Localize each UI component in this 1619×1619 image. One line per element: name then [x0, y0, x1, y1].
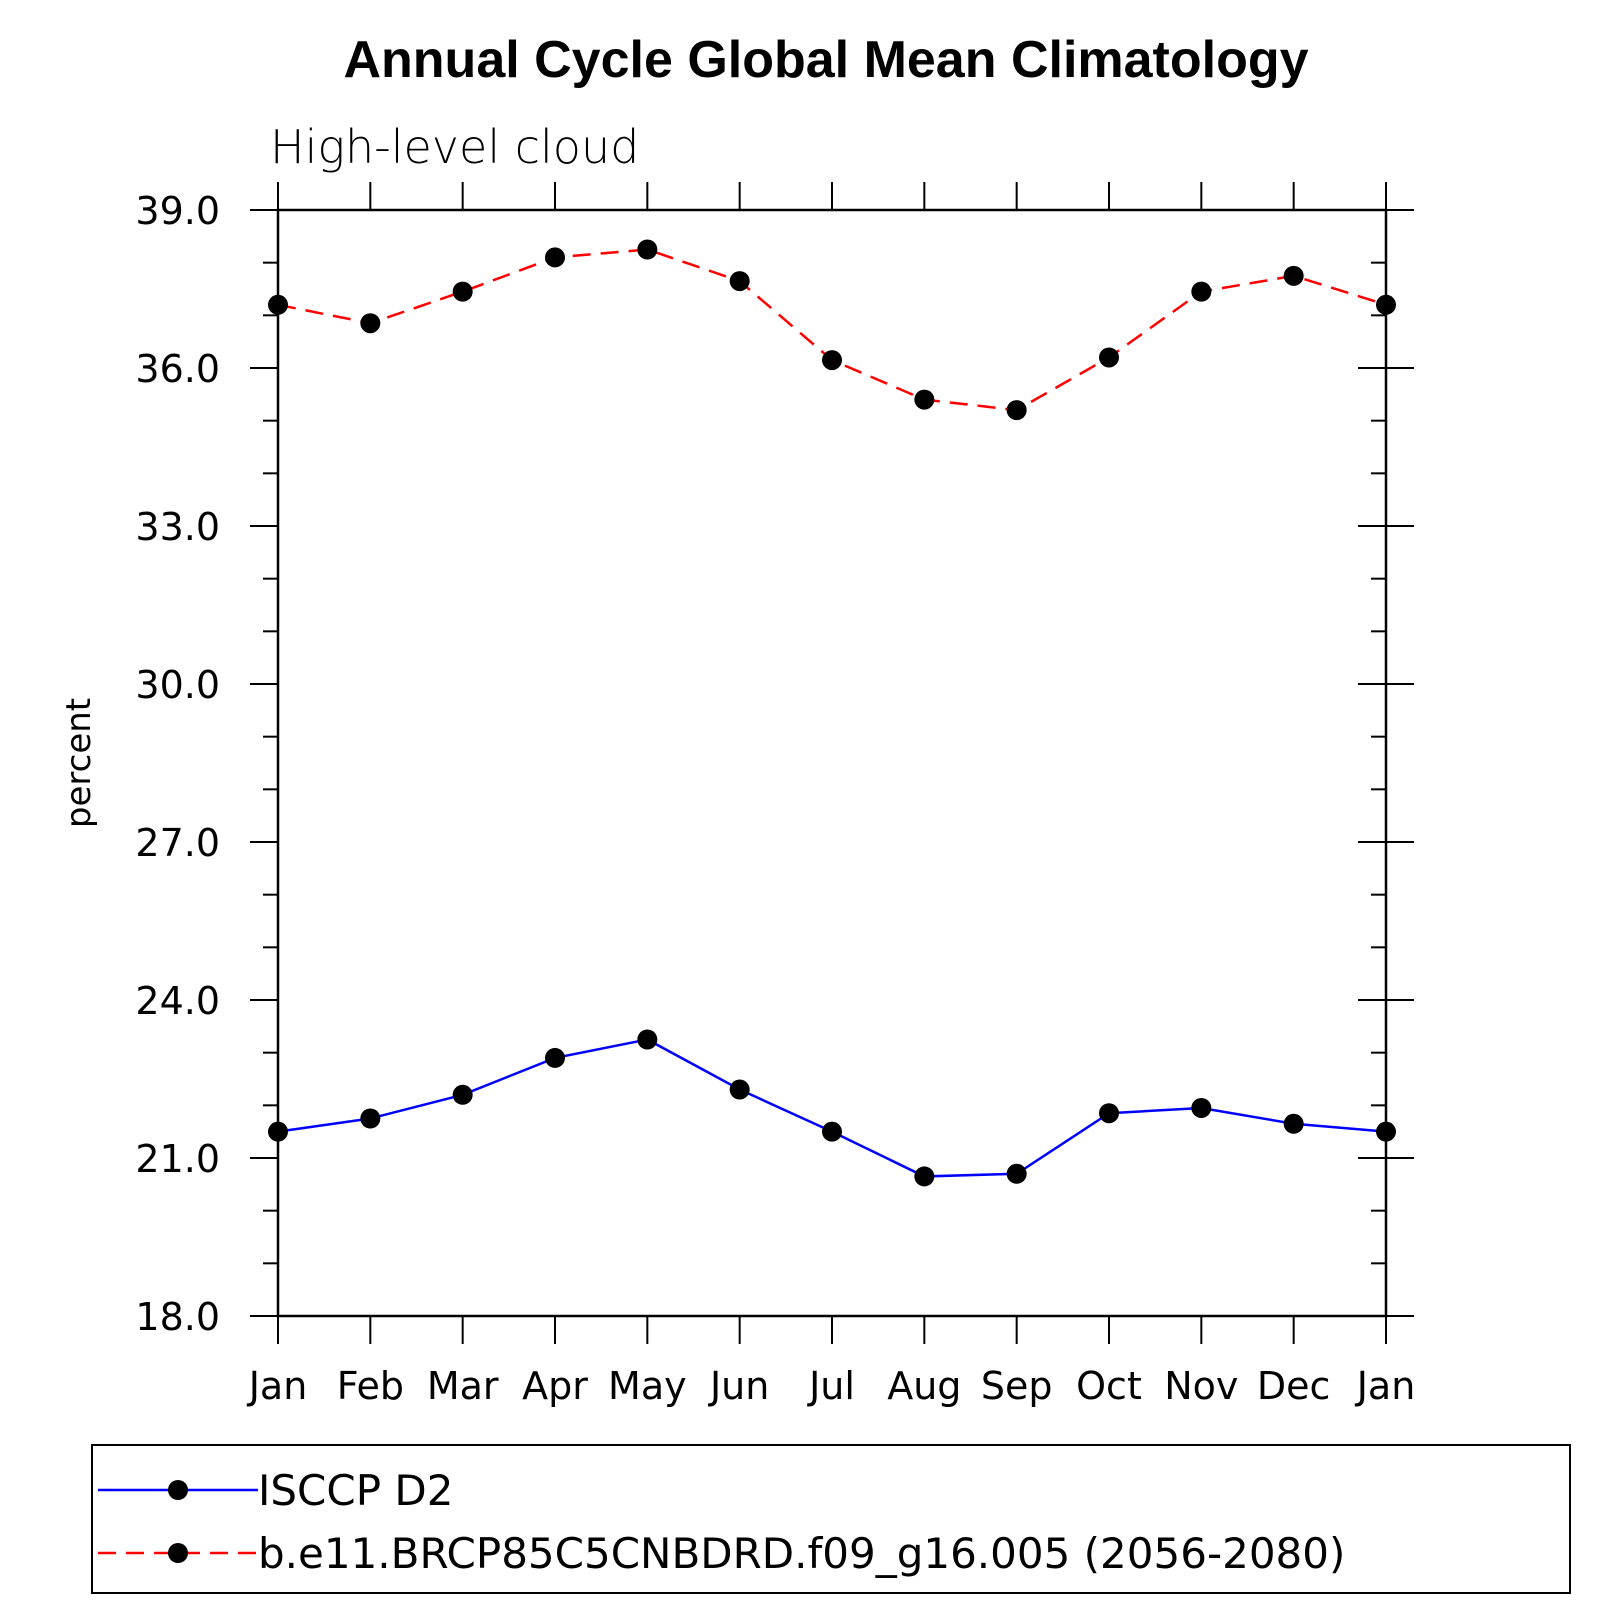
chart-subtitle: High-level cloud [270, 120, 639, 174]
series-1-point [452, 281, 473, 302]
legend: ISCCP D2 b.e11.BRCP85C5CNBDRD.f09_g16.005… [98, 1466, 1345, 1578]
y-tick-label: 18.0 [135, 1295, 220, 1339]
legend-label-1: b.e11.BRCP85C5CNBDRD.f09_g16.005 (2056-2… [258, 1529, 1345, 1578]
x-tick-label: Sep [981, 1364, 1053, 1408]
series-1-point [1191, 281, 1212, 302]
x-tick-label: Oct [1076, 1364, 1142, 1408]
series-line-0 [277, 1038, 1387, 1178]
x-tick-label: Aug [887, 1364, 961, 1408]
legend-marker-1 [168, 1543, 188, 1563]
x-tick-label: Jan [1355, 1364, 1416, 1408]
series-0-point [268, 1121, 288, 1142]
x-tick-labels: Jan Feb Mar Apr May Jun Jul Aug Sep Oct Nov Dec Jan [247, 1364, 1416, 1408]
series-0-point [545, 1047, 565, 1068]
series-layer [268, 239, 1396, 1187]
series-1-point [545, 247, 565, 268]
y-tick-label: 24.0 [135, 979, 220, 1023]
y-tick-label: 27.0 [135, 821, 220, 865]
chart-title: Annual Cycle Global Mean Climatology [343, 31, 1308, 89]
series-1-point [268, 294, 288, 315]
series-1-point [360, 313, 381, 334]
x-tick-label: Mar [427, 1364, 499, 1408]
series-0-point [452, 1084, 473, 1105]
series-1-point [822, 350, 842, 371]
series-1-point [1376, 294, 1396, 315]
y-tick-label: 39.0 [135, 189, 220, 233]
series-0-point [1376, 1121, 1396, 1142]
series-0-point [1099, 1103, 1119, 1124]
series-0-point [729, 1079, 750, 1100]
series-0-point [360, 1108, 381, 1129]
series-0-point [1283, 1113, 1304, 1134]
series-1-point [1283, 265, 1304, 286]
legend-marker-0 [168, 1480, 188, 1500]
x-tick-label: Nov [1164, 1364, 1238, 1408]
plot-frame [276, 208, 1388, 1318]
y-tick-label: 36.0 [135, 347, 220, 391]
x-tick-label: Feb [337, 1364, 404, 1408]
x-tick-label: May [608, 1364, 687, 1408]
axis-ticks [250, 182, 1414, 1344]
series-0-point [822, 1121, 842, 1142]
series-1-point [914, 389, 935, 410]
series-1-point [729, 271, 750, 292]
series-1-point [1006, 400, 1027, 421]
series-0-point [1006, 1163, 1027, 1184]
series-0-point [1191, 1097, 1212, 1118]
series-line-1 [277, 248, 1387, 412]
legend-box [91, 1444, 1571, 1594]
series-1-point [637, 239, 658, 260]
legend-label-0: ISCCP D2 [258, 1466, 453, 1515]
x-tick-label: Jan [247, 1364, 308, 1408]
series-0-point [914, 1166, 935, 1187]
series-0-point [637, 1029, 658, 1050]
series-1-point [1099, 347, 1119, 368]
x-tick-label: Dec [1257, 1364, 1331, 1408]
x-tick-label: Apr [522, 1364, 588, 1408]
y-tick-label: 21.0 [135, 1137, 220, 1181]
y-tick-label: 30.0 [135, 663, 220, 707]
y-tick-labels: 18.0 21.0 24.0 27.0 30.0 33.0 36.0 39.0 [135, 189, 220, 1339]
y-tick-label: 33.0 [135, 505, 220, 549]
x-tick-label: Jul [807, 1364, 855, 1408]
y-axis-label: percent [59, 698, 99, 828]
x-tick-label: Jun [708, 1364, 769, 1408]
